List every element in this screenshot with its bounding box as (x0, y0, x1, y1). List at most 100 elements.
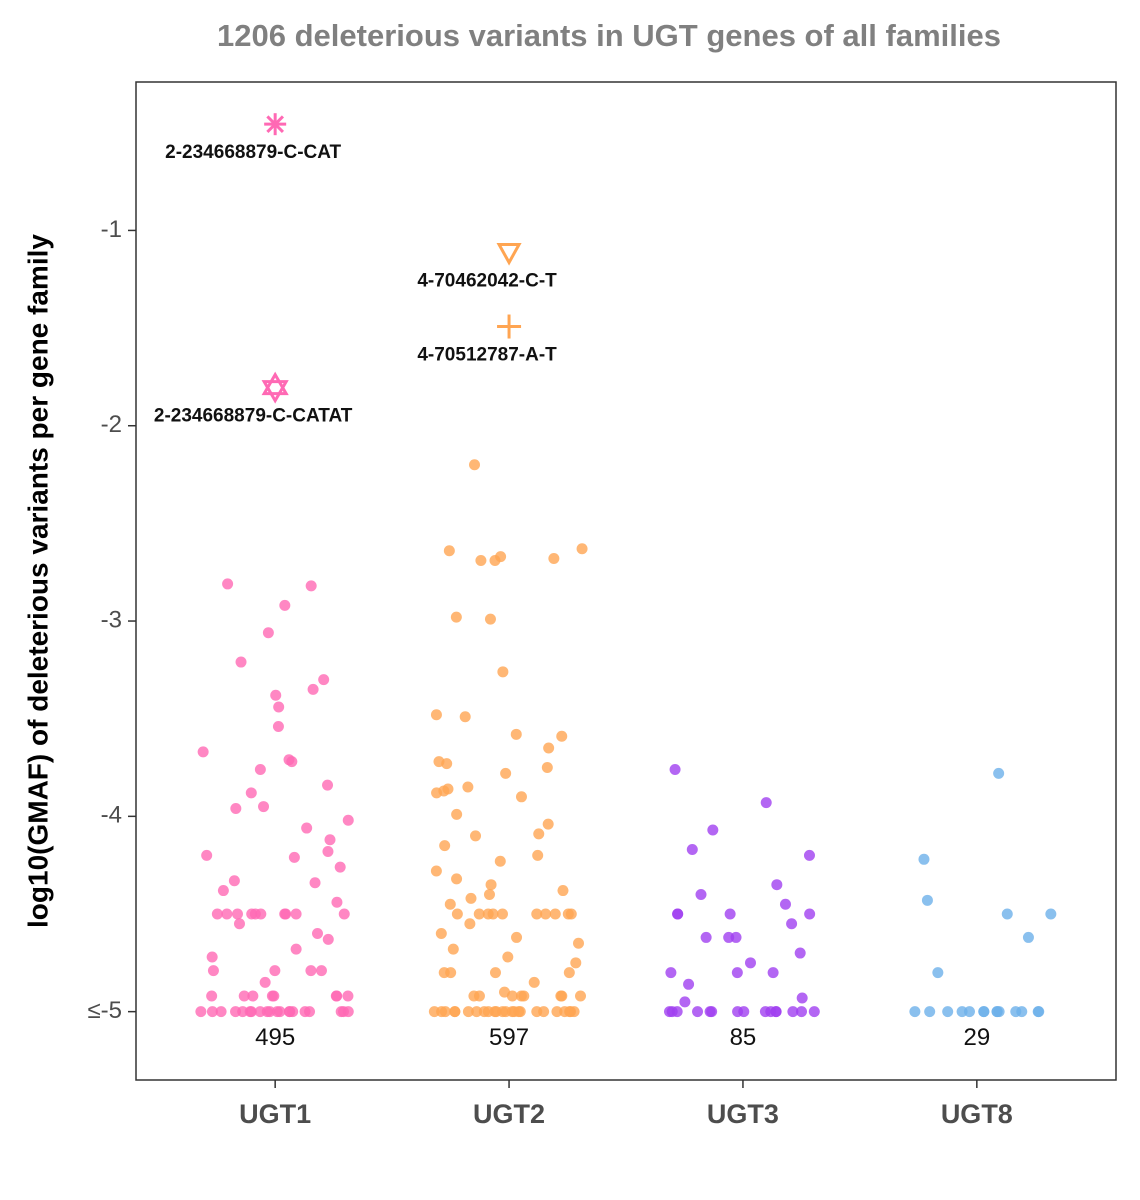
data-point (307, 683, 319, 695)
data-point (570, 957, 582, 969)
outlier-point (496, 242, 522, 266)
data-point (744, 957, 756, 969)
data-point (439, 1006, 451, 1018)
data-point (238, 990, 250, 1002)
data-point (531, 908, 543, 920)
data-point (255, 908, 267, 920)
data-point (771, 879, 783, 891)
data-point (731, 967, 743, 979)
data-point (301, 822, 313, 834)
data-point (515, 791, 527, 803)
data-point (549, 908, 561, 920)
data-point (324, 834, 336, 846)
data-point (428, 1006, 440, 1018)
data-point (279, 599, 291, 611)
outlier-label: 4-70512787-A-T (417, 345, 557, 366)
data-point (565, 1006, 577, 1018)
data-point (489, 967, 501, 979)
data-point (270, 689, 282, 701)
data-point (338, 908, 350, 920)
data-point (245, 787, 257, 799)
data-point (231, 908, 243, 920)
data-point (465, 892, 477, 904)
data-point (500, 767, 512, 779)
data-point (430, 709, 442, 721)
data-point (487, 908, 499, 920)
data-point (803, 849, 815, 861)
data-point (918, 853, 930, 865)
data-point (669, 763, 681, 775)
data-point (451, 808, 463, 820)
data-point (269, 965, 281, 977)
data-point (273, 701, 285, 713)
data-point (230, 803, 242, 815)
data-point (672, 908, 684, 920)
data-point (268, 990, 280, 1002)
data-point (692, 1006, 704, 1018)
data-point (700, 931, 712, 943)
data-point (510, 728, 522, 740)
x-tick-label: UGT8 (941, 1099, 1013, 1129)
data-point (473, 908, 485, 920)
data-point (575, 990, 587, 1002)
data-point (230, 1006, 242, 1018)
data-point (496, 908, 508, 920)
outlier-label: 2-234668879-C-CAT (165, 142, 341, 163)
chart-title: 1206 deleterious variants in UGT genes o… (217, 18, 1001, 53)
y-tick-label: -2 (101, 411, 122, 438)
data-point (206, 990, 218, 1002)
data-point (695, 888, 707, 900)
data-point (443, 545, 455, 557)
count-label: 29 (963, 1024, 990, 1051)
data-point (284, 1006, 296, 1018)
data-point (779, 898, 791, 910)
data-point (511, 931, 523, 943)
data-point (804, 908, 816, 920)
data-point (730, 931, 742, 943)
data-point (541, 762, 553, 774)
data-point (528, 976, 540, 988)
data-point (430, 865, 442, 877)
data-point (533, 828, 545, 840)
data-point (506, 990, 518, 1002)
data-point (462, 1006, 474, 1018)
data-point (724, 908, 736, 920)
x-tick-label: UGT1 (239, 1099, 311, 1129)
data-point (206, 951, 218, 963)
data-point (451, 908, 463, 920)
data-point (262, 627, 274, 639)
data-point (963, 1006, 975, 1018)
data-point (665, 967, 677, 979)
data-point (483, 888, 495, 900)
data-point (286, 756, 298, 768)
data-point (478, 1006, 490, 1018)
data-point (551, 1006, 563, 1018)
data-point (258, 801, 270, 813)
outlier-label: 2-234668879-C-CATAT (154, 406, 353, 427)
data-point (435, 928, 447, 940)
data-point (932, 967, 944, 979)
data-point (557, 885, 569, 897)
y-tick-label: -4 (101, 802, 122, 829)
data-point (305, 965, 317, 977)
data-point (942, 1006, 954, 1018)
outlier-label: 4-70462042-C-T (417, 271, 557, 292)
data-point (288, 851, 300, 863)
data-point (808, 1006, 820, 1018)
data-point (1022, 931, 1034, 943)
data-point (459, 711, 471, 723)
y-tick-label: -1 (101, 216, 122, 243)
data-point (686, 844, 698, 856)
data-point (305, 580, 317, 592)
data-point (264, 1006, 276, 1018)
data-point (794, 947, 806, 959)
data-point (471, 1006, 483, 1018)
data-point (309, 877, 321, 889)
data-point (447, 943, 459, 955)
y-tick-label: -3 (101, 606, 122, 633)
data-point (679, 996, 691, 1008)
data-point (796, 1006, 808, 1018)
data-point (542, 818, 554, 830)
data-point (991, 1006, 1003, 1018)
